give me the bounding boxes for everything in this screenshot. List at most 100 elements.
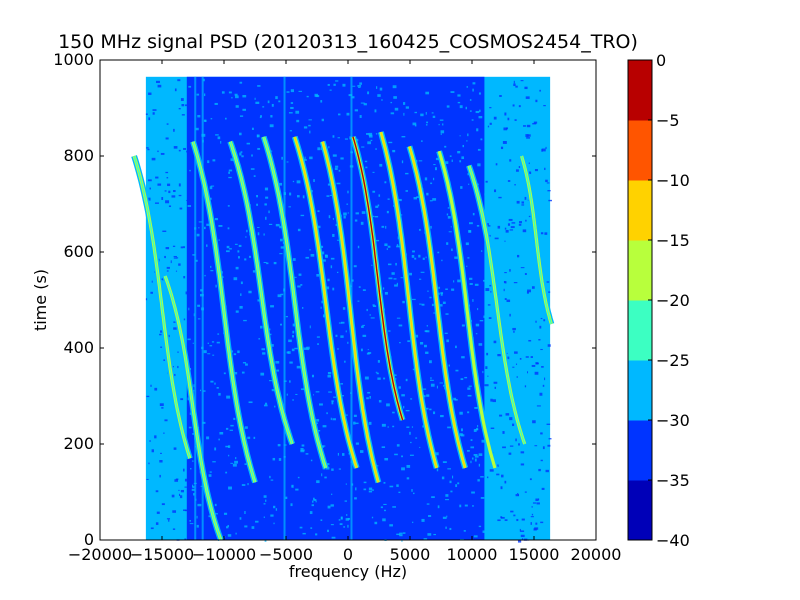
heatmap-noise-cell — [214, 218, 218, 221]
heatmap-noise-cell — [439, 119, 444, 121]
heatmap-noise-cell — [165, 137, 169, 140]
heatmap-noise-cell — [536, 405, 541, 407]
heatmap-noise-cell — [506, 127, 509, 130]
heatmap-noise-cell — [485, 223, 489, 226]
heatmap-noise-cell — [374, 216, 379, 218]
heatmap-noise-cell — [199, 389, 202, 392]
heatmap-noise-cell — [392, 411, 395, 414]
heatmap-noise-cell — [368, 487, 373, 490]
heatmap-noise-cell — [168, 519, 170, 522]
heatmap-noise-cell — [219, 431, 224, 435]
x-tick-label: 15000 — [509, 545, 560, 564]
heatmap-noise-cell — [289, 361, 293, 364]
heatmap-noise-cell — [244, 511, 246, 515]
doppler-track-core — [520, 155, 553, 325]
heatmap-noise-cell — [450, 490, 453, 493]
heatmap-noise-cell — [535, 522, 538, 525]
heatmap-noise-cell — [426, 325, 428, 327]
heatmap-noise-cell — [451, 475, 454, 479]
heatmap-noise-cell — [471, 119, 474, 121]
heatmap-noise-cell — [394, 284, 398, 287]
heatmap-noise-cell — [218, 239, 220, 241]
heatmap-noise-cell — [438, 286, 441, 289]
heatmap-noise-cell — [465, 106, 468, 110]
heatmap-noise-cell — [446, 242, 449, 245]
heatmap-noise-cell — [310, 253, 315, 257]
heatmap-noise-cell — [392, 374, 397, 376]
heatmap-noise-cell — [265, 402, 268, 405]
heatmap-noise-cell — [286, 393, 288, 396]
heatmap-noise-cell — [440, 293, 443, 296]
heatmap-noise-cell — [497, 225, 501, 229]
heatmap-noise-cell — [345, 518, 349, 521]
heatmap-noise-cell — [177, 365, 179, 369]
heatmap-noise-cell — [533, 121, 538, 124]
heatmap-noise-cell — [531, 513, 534, 516]
heatmap-noise-cell — [313, 497, 315, 501]
heatmap-noise-cell — [446, 339, 449, 343]
heatmap-noise-cell — [277, 444, 281, 447]
heatmap-noise-cell — [512, 423, 515, 427]
heatmap-noise-cell — [340, 395, 345, 397]
heatmap-noise-cell — [313, 179, 315, 182]
heatmap-noise-cell — [390, 112, 395, 115]
heatmap-noise-cell — [315, 533, 318, 536]
heatmap-noise-cell — [202, 78, 205, 82]
heatmap-noise-cell — [316, 225, 321, 229]
heatmap-noise-cell — [415, 437, 418, 439]
heatmap-noise-cell — [459, 504, 462, 508]
heatmap-noise-cell — [365, 166, 368, 169]
heatmap-noise-cell — [508, 218, 513, 221]
heatmap-noise-cell — [262, 352, 266, 355]
heatmap-noise-cell — [159, 474, 161, 478]
heatmap-noise-cell — [485, 180, 488, 183]
y-tick-label: 600 — [63, 242, 94, 261]
heatmap-noise-cell — [233, 277, 238, 281]
heatmap-noise-cell — [332, 135, 335, 138]
heatmap-noise-cell — [230, 424, 234, 427]
heatmap-noise-cell — [177, 79, 181, 82]
heatmap-noise-cell — [288, 339, 292, 343]
heatmap-noise-cell — [178, 183, 181, 187]
heatmap-noise-cell — [222, 276, 224, 278]
doppler-track-core — [133, 155, 191, 459]
heatmap-noise-cell — [296, 365, 301, 369]
heatmap-noise-cell — [467, 411, 470, 414]
heatmap-noise-cell — [497, 354, 501, 357]
heatmap-noise-cell — [188, 307, 190, 311]
heatmap-noise-cell — [531, 286, 535, 289]
doppler-track-core — [294, 136, 358, 469]
heatmap-noise-cell — [269, 124, 274, 128]
heatmap-noise-cell — [389, 485, 394, 488]
heatmap-noise-cell — [340, 321, 345, 324]
heatmap-noise-cell — [372, 215, 375, 218]
heatmap-noise-cell — [372, 305, 377, 308]
heatmap-noise-cell — [539, 392, 543, 396]
heatmap-noise-cell — [154, 387, 158, 391]
heatmap-noise-cell — [212, 354, 215, 356]
heatmap-noise-cell — [178, 263, 181, 266]
heatmap-noise-cell — [243, 319, 247, 322]
heatmap-noise-cell — [228, 486, 232, 490]
heatmap-noise-cell — [335, 80, 339, 82]
heatmap-noise-cell — [530, 522, 532, 525]
heatmap-noise-cell — [240, 293, 242, 296]
heatmap-noise-cell — [485, 288, 490, 292]
heatmap-noise-cell — [305, 453, 309, 455]
heatmap-noise-cell — [320, 251, 325, 255]
x-tick-label: 0 — [343, 545, 353, 564]
heatmap-noise-cell — [500, 486, 503, 490]
heatmap-noise-cell — [315, 94, 320, 98]
heatmap-noise-cell — [292, 180, 295, 183]
heatmap-noise-cell — [455, 369, 459, 372]
heatmap-noise-cell — [450, 226, 452, 228]
heatmap-noise-cell — [437, 505, 440, 509]
heatmap-noise-cell — [386, 403, 390, 407]
heatmap-noise-cell — [509, 159, 512, 162]
heatmap-noise-cell — [448, 231, 452, 233]
heatmap-noise-cell — [488, 317, 492, 319]
heatmap-noise-cell — [353, 414, 357, 417]
heatmap-noise-cell — [425, 124, 428, 126]
heatmap-noise-cell — [167, 183, 171, 187]
heatmap-noise-cell — [273, 261, 277, 265]
